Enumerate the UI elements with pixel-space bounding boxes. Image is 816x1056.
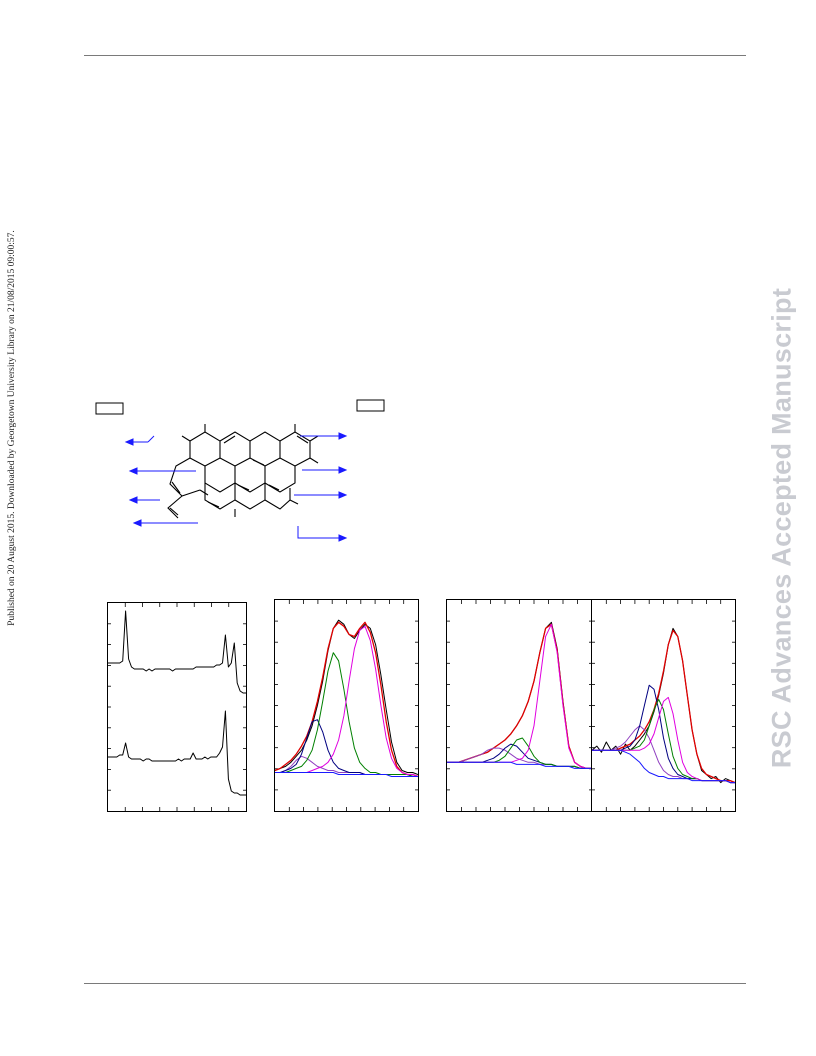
chart-panel-d bbox=[591, 599, 736, 812]
baseline-line-6 bbox=[447, 761, 592, 769]
spectrum-line-0 bbox=[108, 610, 246, 694]
peak-line-4 bbox=[275, 652, 418, 777]
peak-line-4 bbox=[447, 737, 592, 769]
reaction-scheme bbox=[95, 399, 385, 542]
baseline-line-6 bbox=[592, 749, 735, 784]
peak-line-3 bbox=[592, 684, 735, 784]
chart-c bbox=[447, 600, 592, 811]
scheme-arrows-left bbox=[124, 435, 198, 527]
envelope-line-1 bbox=[274, 621, 419, 778]
chart-panel-b bbox=[274, 599, 419, 812]
envelope-line-1 bbox=[592, 629, 736, 784]
publication-note: Published on 20 August 2015. Downloaded … bbox=[7, 230, 17, 626]
chart-a bbox=[108, 603, 246, 811]
chart-panel-a bbox=[107, 602, 247, 812]
chart-panel-c bbox=[446, 599, 593, 812]
spectrum-line-1 bbox=[108, 710, 246, 796]
envelope-line-1 bbox=[447, 623, 592, 770]
scheme-label-box-left bbox=[95, 402, 124, 415]
chart-b bbox=[274, 600, 419, 811]
footer-rule bbox=[84, 983, 746, 984]
molecule-structure bbox=[167, 424, 319, 519]
scheme-label-box-right bbox=[356, 399, 385, 412]
raw-line-0 bbox=[591, 627, 736, 784]
header-rule bbox=[84, 55, 746, 56]
peak-line-2 bbox=[592, 725, 735, 784]
raw-line-0 bbox=[447, 621, 592, 769]
baseline-line-6 bbox=[275, 772, 418, 777]
accepted-manuscript-watermark: RSC Advances Accepted Manuscript bbox=[766, 287, 797, 769]
scheme-arrows-right bbox=[294, 432, 348, 542]
peak-line-5 bbox=[447, 623, 592, 769]
chart-d bbox=[591, 600, 736, 811]
